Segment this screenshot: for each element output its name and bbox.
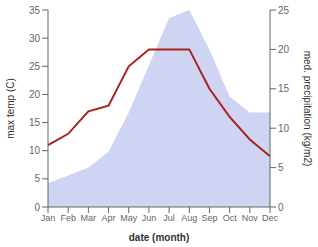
svg-text:0: 0 [278,202,284,213]
svg-text:5: 5 [278,162,284,173]
svg-text:May: May [120,213,138,223]
svg-text:Mar: Mar [81,213,97,223]
svg-text:Oct: Oct [223,213,238,223]
svg-text:15: 15 [278,83,290,94]
svg-text:20: 20 [29,89,41,100]
svg-text:Aug: Aug [181,213,197,223]
svg-text:Feb: Feb [60,213,76,223]
svg-text:Apr: Apr [102,213,116,223]
svg-text:25: 25 [278,5,290,16]
svg-text:0: 0 [34,202,40,213]
svg-text:Jul: Jul [163,213,175,223]
svg-text:10: 10 [278,123,290,134]
svg-text:20: 20 [278,44,290,55]
svg-text:max temp (C): max temp (C) [8,78,16,139]
svg-text:date (month): date (month) [129,232,190,243]
svg-text:35: 35 [29,5,41,16]
svg-text:Jan: Jan [41,213,56,223]
svg-text:5: 5 [34,173,40,184]
svg-text:10: 10 [29,145,41,156]
svg-text:30: 30 [29,33,41,44]
svg-text:Nov: Nov [242,213,259,223]
svg-text:Jun: Jun [142,213,157,223]
svg-text:15: 15 [29,117,41,128]
svg-text:med. precipitation (kg/m2): med. precipitation (kg/m2) [302,51,310,167]
svg-text:Sep: Sep [201,213,217,223]
svg-text:25: 25 [29,61,41,72]
svg-text:Dec: Dec [262,213,279,223]
